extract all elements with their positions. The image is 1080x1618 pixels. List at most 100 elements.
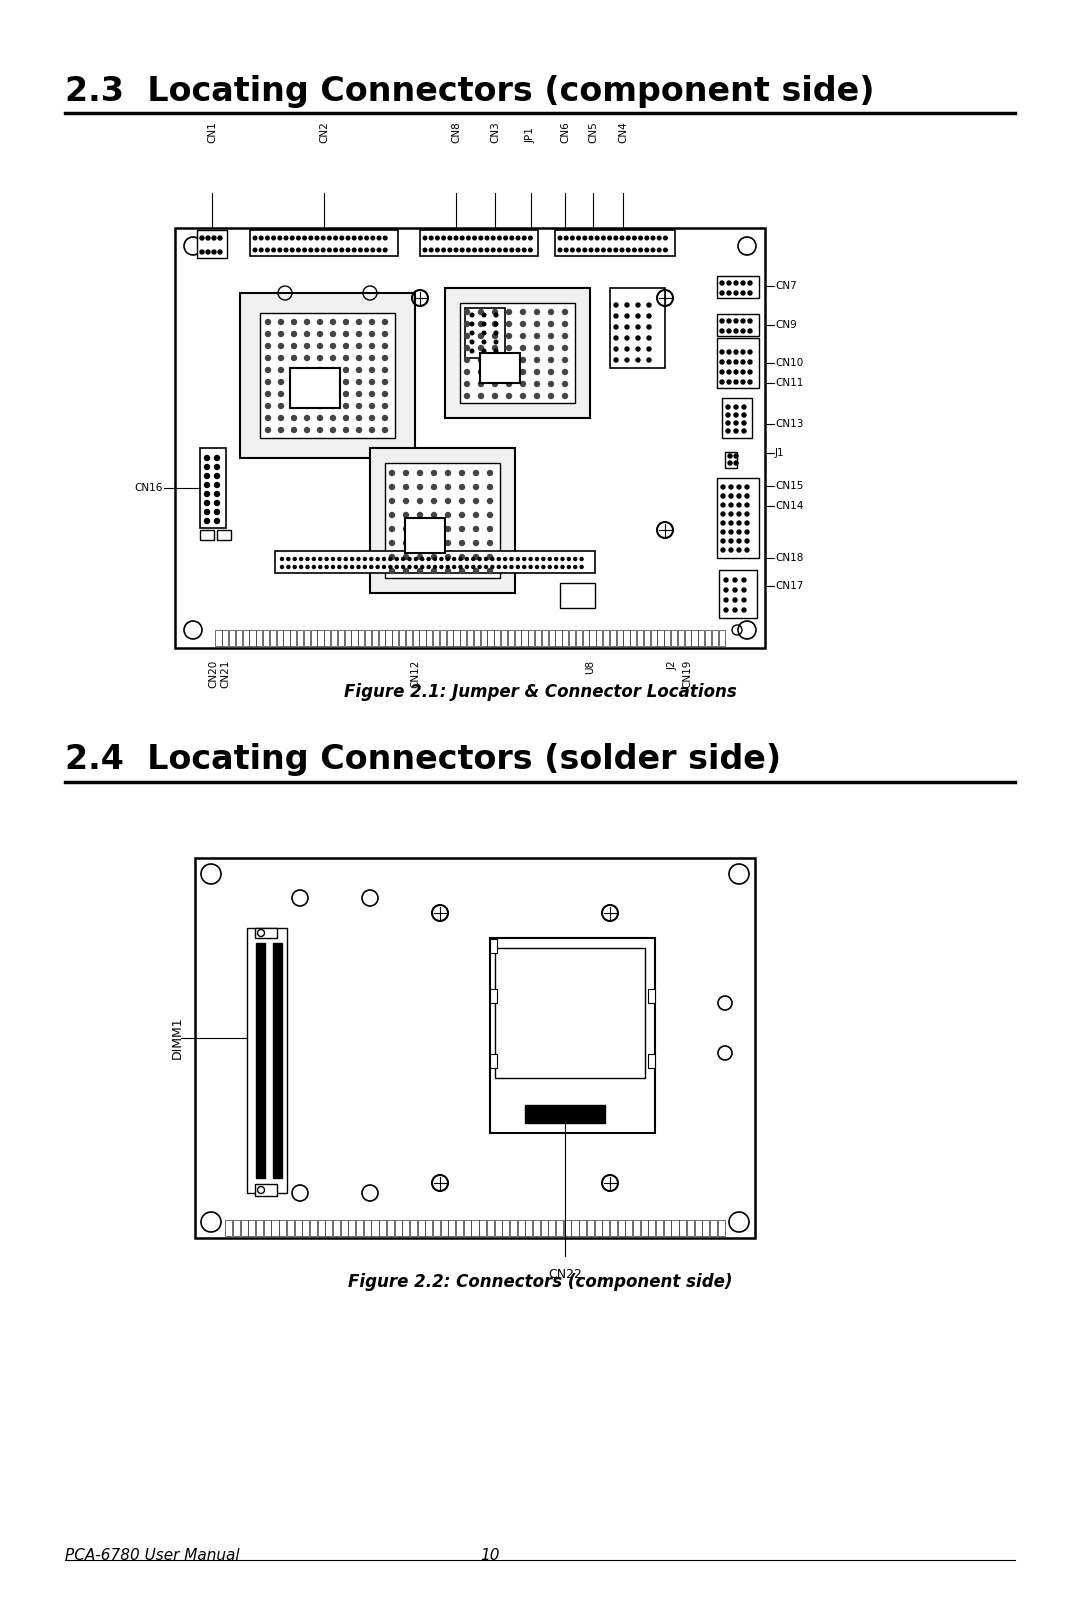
Circle shape — [266, 416, 270, 421]
Circle shape — [482, 322, 486, 325]
Circle shape — [297, 236, 300, 239]
Circle shape — [497, 566, 500, 568]
Circle shape — [742, 429, 746, 434]
Circle shape — [204, 482, 210, 487]
Circle shape — [377, 248, 381, 252]
Circle shape — [347, 248, 350, 252]
Circle shape — [495, 349, 498, 353]
Circle shape — [325, 558, 328, 560]
Bar — [410, 1220, 417, 1236]
Circle shape — [279, 427, 283, 432]
Bar — [534, 1220, 540, 1236]
Circle shape — [721, 521, 725, 524]
Circle shape — [204, 492, 210, 497]
Circle shape — [338, 558, 341, 560]
Bar — [215, 629, 221, 646]
Circle shape — [729, 493, 733, 498]
Circle shape — [521, 382, 526, 387]
Circle shape — [330, 427, 336, 432]
Circle shape — [369, 367, 375, 372]
Circle shape — [487, 498, 492, 503]
Circle shape — [555, 566, 557, 568]
Circle shape — [446, 540, 450, 545]
Bar — [579, 1220, 586, 1236]
Circle shape — [745, 531, 750, 534]
Circle shape — [206, 236, 210, 239]
Circle shape — [464, 393, 470, 398]
Circle shape — [503, 558, 507, 560]
Circle shape — [608, 236, 611, 239]
Circle shape — [279, 319, 283, 325]
Bar — [460, 629, 467, 646]
Circle shape — [549, 369, 554, 374]
Bar — [270, 629, 275, 646]
Circle shape — [322, 236, 325, 239]
Circle shape — [567, 566, 570, 568]
Circle shape — [383, 236, 387, 239]
Circle shape — [498, 248, 501, 252]
Circle shape — [577, 248, 580, 252]
Circle shape — [536, 558, 539, 560]
Circle shape — [729, 485, 733, 489]
Circle shape — [404, 498, 408, 503]
Circle shape — [728, 455, 732, 458]
Circle shape — [446, 498, 450, 503]
Text: CN7: CN7 — [775, 282, 797, 291]
Circle shape — [590, 236, 593, 239]
Bar — [291, 629, 296, 646]
Circle shape — [491, 248, 495, 252]
Bar — [525, 1105, 605, 1123]
Bar — [644, 629, 650, 646]
Bar — [564, 1220, 571, 1236]
Circle shape — [495, 314, 498, 317]
Circle shape — [204, 474, 210, 479]
Circle shape — [423, 236, 427, 239]
Circle shape — [343, 416, 349, 421]
Circle shape — [473, 513, 478, 518]
Circle shape — [359, 248, 362, 252]
Circle shape — [647, 337, 651, 340]
Circle shape — [470, 322, 474, 325]
Text: J1: J1 — [775, 448, 785, 458]
Circle shape — [404, 471, 408, 476]
Bar — [311, 629, 316, 646]
Bar — [364, 1220, 370, 1236]
Circle shape — [215, 518, 219, 524]
Circle shape — [535, 393, 540, 398]
Circle shape — [658, 248, 661, 252]
Circle shape — [636, 337, 640, 340]
Circle shape — [292, 416, 297, 421]
Circle shape — [460, 248, 464, 252]
Circle shape — [215, 482, 219, 487]
Bar — [502, 1220, 510, 1236]
Circle shape — [583, 236, 586, 239]
Bar — [413, 629, 419, 646]
Circle shape — [365, 236, 368, 239]
Circle shape — [315, 236, 319, 239]
Bar — [200, 531, 214, 540]
Circle shape — [602, 236, 605, 239]
Circle shape — [377, 236, 381, 239]
Circle shape — [727, 359, 731, 364]
Bar — [549, 629, 555, 646]
Bar — [617, 629, 623, 646]
Circle shape — [446, 568, 450, 573]
Circle shape — [573, 558, 577, 560]
Text: CN11: CN11 — [775, 379, 804, 388]
Bar — [562, 629, 568, 646]
Circle shape — [418, 471, 422, 476]
Circle shape — [390, 540, 394, 545]
Circle shape — [563, 393, 567, 398]
Circle shape — [608, 248, 611, 252]
Circle shape — [651, 248, 654, 252]
Circle shape — [455, 248, 458, 252]
Circle shape — [492, 322, 498, 327]
Bar — [672, 1220, 678, 1236]
Circle shape — [633, 236, 636, 239]
Circle shape — [200, 236, 204, 239]
Circle shape — [363, 558, 366, 560]
Circle shape — [727, 328, 731, 333]
Text: CN17: CN17 — [775, 581, 804, 591]
Circle shape — [330, 380, 336, 385]
Circle shape — [206, 251, 210, 254]
